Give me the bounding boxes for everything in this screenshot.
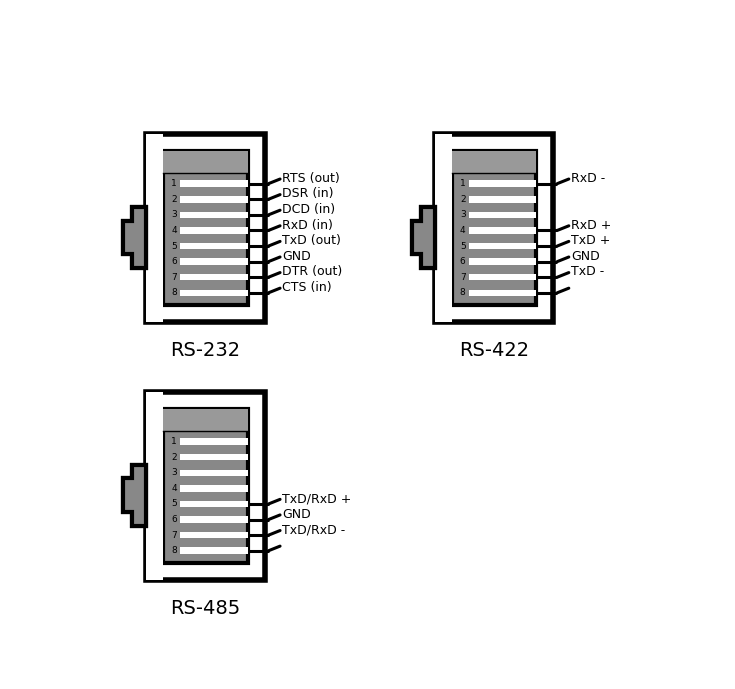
Bar (180, 274, 248, 280)
Text: DSR (in): DSR (in) (282, 187, 334, 200)
Bar (163, 151, 248, 305)
Bar (163, 409, 248, 563)
Polygon shape (123, 464, 146, 526)
Text: GND: GND (282, 249, 311, 263)
Bar (469, 243, 537, 249)
Bar (469, 227, 537, 234)
Text: 8: 8 (171, 288, 177, 297)
Polygon shape (412, 207, 435, 268)
Text: 7: 7 (171, 531, 177, 539)
Text: TxD -: TxD - (571, 265, 604, 278)
Bar (180, 469, 248, 476)
Text: CTS (in): CTS (in) (282, 281, 332, 294)
Bar (180, 196, 248, 203)
Text: TxD +: TxD + (571, 234, 611, 247)
Text: RS-232: RS-232 (171, 342, 240, 360)
Bar (146, 392, 163, 580)
Text: 3: 3 (460, 210, 466, 219)
Text: 6: 6 (460, 257, 466, 266)
Bar (180, 532, 248, 538)
Bar (180, 227, 248, 234)
Bar (180, 501, 248, 507)
Text: DCD (in): DCD (in) (282, 203, 335, 216)
Text: 7: 7 (460, 273, 466, 282)
Bar (469, 274, 537, 280)
Bar (180, 454, 248, 460)
Bar (435, 134, 452, 322)
Bar (180, 243, 248, 249)
Bar (452, 151, 537, 173)
Text: 2: 2 (171, 453, 177, 462)
Bar (163, 151, 248, 173)
Text: GND: GND (282, 508, 311, 521)
Text: RxD +: RxD + (571, 218, 612, 232)
Bar (180, 548, 248, 554)
Bar (146, 134, 163, 322)
Text: TxD (out): TxD (out) (282, 234, 341, 247)
Bar (469, 196, 537, 203)
Bar (180, 289, 248, 296)
Text: RxD -: RxD - (571, 172, 606, 185)
Text: 4: 4 (171, 484, 177, 493)
Bar (180, 212, 248, 218)
Bar (469, 289, 537, 296)
Text: GND: GND (571, 249, 600, 263)
Text: 1: 1 (171, 437, 177, 446)
Text: DTR (out): DTR (out) (282, 265, 343, 278)
Bar (180, 516, 248, 523)
Text: 6: 6 (171, 257, 177, 266)
Bar (146, 134, 265, 322)
Text: 3: 3 (171, 210, 177, 219)
Bar (163, 409, 248, 431)
Text: 5: 5 (171, 500, 177, 508)
Bar (180, 438, 248, 445)
Text: 8: 8 (171, 546, 177, 555)
Bar (469, 212, 537, 218)
Text: TxD/RxD +: TxD/RxD + (282, 492, 352, 505)
Text: RxD (in): RxD (in) (282, 218, 333, 232)
Text: 4: 4 (171, 226, 177, 235)
Polygon shape (123, 464, 146, 526)
Bar (435, 134, 553, 322)
Polygon shape (123, 207, 146, 268)
Polygon shape (123, 207, 146, 268)
Text: 3: 3 (171, 469, 177, 477)
Text: 5: 5 (171, 242, 177, 251)
Polygon shape (412, 207, 435, 268)
Text: RTS (out): RTS (out) (282, 172, 340, 185)
Text: 6: 6 (171, 515, 177, 524)
Text: 2: 2 (171, 195, 177, 204)
Bar (452, 151, 537, 305)
Text: 7: 7 (171, 273, 177, 282)
Bar (180, 258, 248, 265)
Bar (146, 392, 265, 580)
Text: TxD/RxD -: TxD/RxD - (282, 523, 345, 536)
Text: 5: 5 (460, 242, 466, 251)
Text: 4: 4 (460, 226, 466, 235)
Text: RS-485: RS-485 (171, 599, 240, 618)
Text: 8: 8 (460, 288, 466, 297)
Bar (180, 181, 248, 187)
Text: 2: 2 (460, 195, 466, 204)
Bar (469, 258, 537, 265)
Text: RS-422: RS-422 (459, 342, 529, 360)
Bar (180, 485, 248, 492)
Text: 1: 1 (171, 179, 177, 188)
Bar (469, 181, 537, 187)
Text: 1: 1 (460, 179, 466, 188)
